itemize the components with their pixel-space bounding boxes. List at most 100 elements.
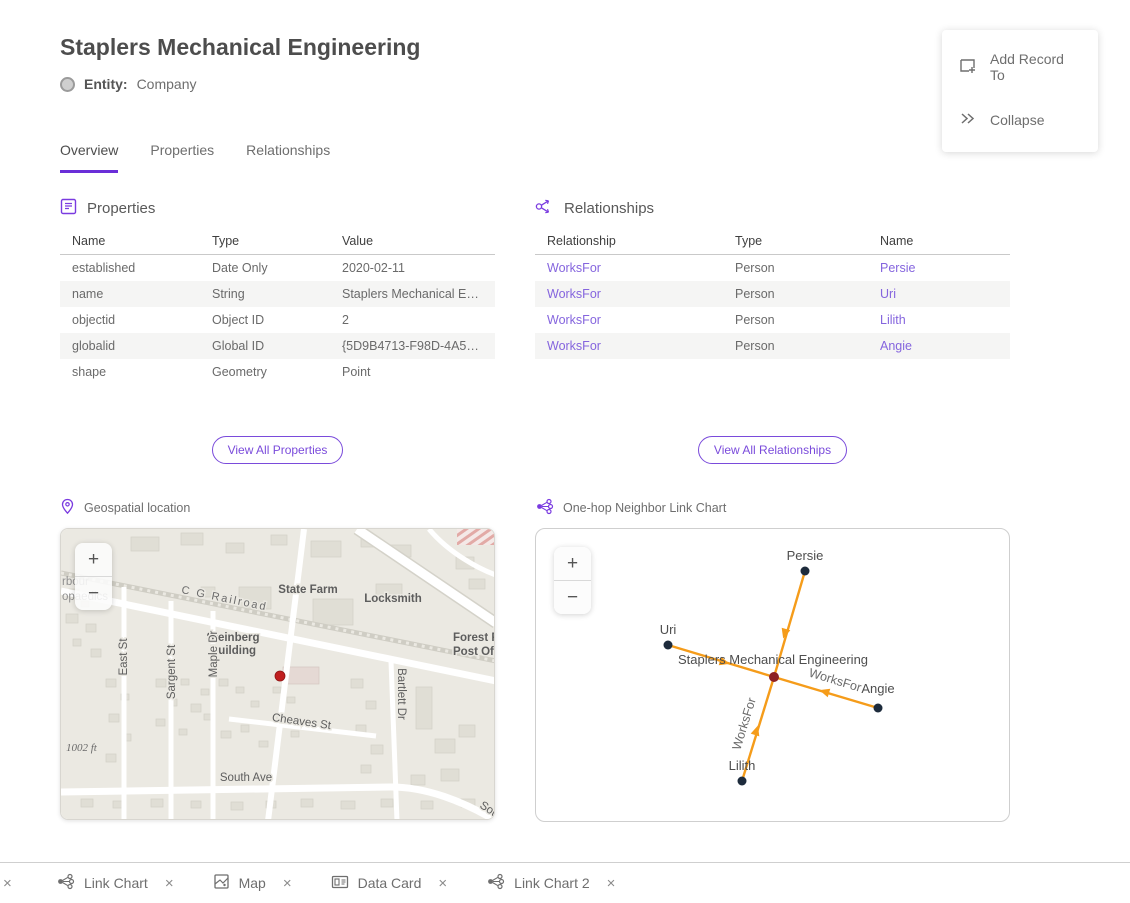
link-chart-tab-icon bbox=[486, 873, 505, 893]
relationship-link[interactable]: WorksFor bbox=[535, 261, 723, 275]
bottom-tab-map[interactable]: Map × bbox=[213, 873, 292, 893]
node-persie[interactable] bbox=[801, 567, 810, 576]
bottom-tab-link-chart[interactable]: Link Chart × bbox=[56, 873, 174, 893]
data-card-page: Staplers Mechanical Engineering Entity: … bbox=[0, 0, 1130, 903]
column-header: Value bbox=[330, 234, 495, 248]
bottom-tab-data-card[interactable]: Data Card × bbox=[331, 874, 448, 893]
related-entity-link[interactable]: Lilith bbox=[868, 313, 1010, 327]
double-chevron-right-icon bbox=[958, 109, 977, 131]
svg-text:Staplers Mechanical Engineerin: Staplers Mechanical Engineering bbox=[678, 652, 868, 667]
prop-name: name bbox=[60, 287, 200, 301]
prop-type: String bbox=[200, 287, 330, 301]
properties-table: Name Type Value established Date Only 20… bbox=[60, 228, 495, 385]
svg-text:Forest Par: Forest Par bbox=[453, 632, 495, 644]
tab-relationships[interactable]: Relationships bbox=[246, 142, 330, 173]
map-zoom-in-button[interactable]: + bbox=[75, 543, 112, 576]
relationships-section-header: Relationships bbox=[535, 198, 654, 219]
column-header: Type bbox=[723, 234, 868, 248]
related-entity-link[interactable]: Persie bbox=[868, 261, 1010, 275]
relationship-link[interactable]: WorksFor bbox=[535, 287, 723, 301]
basemap: C G Railroad State Farm Locksmith Steinb… bbox=[61, 529, 495, 820]
link-chart-section-header: One-hop Neighbor Link Chart bbox=[535, 498, 726, 518]
close-icon[interactable]: × bbox=[283, 875, 292, 892]
table-row: objectid Object ID 2 bbox=[60, 307, 495, 333]
bottom-tab-label: Link Chart 2 bbox=[514, 875, 589, 891]
prop-value: {5D9B4713-F98D-4A53-... bbox=[330, 339, 495, 353]
prop-type: Date Only bbox=[200, 261, 330, 275]
location-marker[interactable] bbox=[275, 671, 285, 681]
chart-zoom-out-button[interactable]: − bbox=[554, 581, 591, 614]
rel-type: Person bbox=[723, 313, 868, 327]
menu-item-add-record-to[interactable]: Add Record To bbox=[942, 38, 1098, 96]
svg-text:South Ave: South Ave bbox=[220, 772, 272, 784]
related-entity-link[interactable]: Angie bbox=[868, 339, 1010, 353]
properties-icon bbox=[60, 198, 77, 219]
svg-text:Persie: Persie bbox=[787, 548, 824, 563]
svg-text:Bartlett Dr: Bartlett Dr bbox=[395, 668, 407, 720]
map-tab-icon bbox=[213, 873, 230, 893]
bottom-tab-label: Link Chart bbox=[84, 875, 148, 891]
prop-name: shape bbox=[60, 365, 200, 379]
tab-properties[interactable]: Properties bbox=[150, 142, 214, 173]
entity-type: Company bbox=[137, 76, 197, 92]
close-icon[interactable]: × bbox=[607, 875, 616, 892]
table-row: established Date Only 2020-02-11 bbox=[60, 255, 495, 281]
svg-text:Maple Dr: Maple Dr bbox=[208, 631, 220, 678]
prop-value: 2020-02-11 bbox=[330, 261, 495, 275]
prop-name: established bbox=[60, 261, 200, 275]
context-menu: Add Record To Collapse bbox=[942, 30, 1098, 152]
edge-labels: WorksFor WorksFor bbox=[730, 666, 863, 752]
column-header: Type bbox=[200, 234, 330, 248]
prop-value: Staplers Mechanical Eng... bbox=[330, 287, 495, 301]
node-uri[interactable] bbox=[664, 641, 673, 650]
add-record-icon bbox=[958, 56, 977, 78]
view-all-relationships-button[interactable]: View All Relationships bbox=[698, 436, 847, 464]
link-chart-section-title: One-hop Neighbor Link Chart bbox=[563, 501, 726, 515]
prop-type: Geometry bbox=[200, 365, 330, 379]
svg-text:Post Offic: Post Offic bbox=[453, 646, 495, 658]
node-center[interactable] bbox=[769, 672, 779, 682]
rel-type: Person bbox=[723, 339, 868, 353]
node-lilith[interactable] bbox=[738, 777, 747, 786]
view-all-properties-button[interactable]: View All Properties bbox=[212, 436, 344, 464]
relationship-link[interactable]: WorksFor bbox=[535, 339, 723, 353]
edge-arrowheads bbox=[719, 628, 831, 737]
relationships-table-header: Relationship Type Name bbox=[535, 228, 1010, 255]
tab-close-partial[interactable]: × bbox=[3, 875, 17, 892]
chart-zoom-in-button[interactable]: + bbox=[554, 547, 591, 580]
svg-text:Locksmith: Locksmith bbox=[364, 593, 422, 605]
prop-value: Point bbox=[330, 365, 495, 379]
link-chart-canvas[interactable]: WorksFor WorksFor Persie Uri Angie Lilit… bbox=[535, 528, 1010, 822]
bottom-tab-link-chart-2[interactable]: Link Chart 2 × bbox=[486, 873, 615, 893]
column-header: Name bbox=[60, 234, 200, 248]
prop-name: objectid bbox=[60, 313, 200, 327]
close-icon[interactable]: × bbox=[438, 875, 447, 892]
tab-strip: Overview Properties Relationships bbox=[60, 142, 330, 173]
link-chart-tab-icon bbox=[56, 873, 75, 893]
svg-text:Lilith: Lilith bbox=[729, 758, 756, 773]
page-title: Staplers Mechanical Engineering bbox=[60, 34, 420, 61]
data-card-tab-icon bbox=[331, 874, 349, 893]
table-row: WorksFor Person Persie bbox=[535, 255, 1010, 281]
properties-table-header: Name Type Value bbox=[60, 228, 495, 255]
prop-type: Object ID bbox=[200, 313, 330, 327]
close-icon[interactable]: × bbox=[165, 875, 174, 892]
relationships-table: Relationship Type Name WorksFor Person P… bbox=[535, 228, 1010, 359]
related-entity-link[interactable]: Uri bbox=[868, 287, 1010, 301]
bottom-tab-label: Map bbox=[239, 875, 266, 891]
map-canvas[interactable]: C G Railroad State Farm Locksmith Steinb… bbox=[60, 528, 495, 820]
menu-item-collapse[interactable]: Collapse bbox=[942, 96, 1098, 144]
properties-section-header: Properties bbox=[60, 198, 155, 219]
svg-text:State Farm: State Farm bbox=[278, 584, 337, 596]
node-angie[interactable] bbox=[874, 704, 883, 713]
map-zoom-out-button[interactable]: − bbox=[75, 577, 112, 610]
link-chart-icon bbox=[535, 498, 554, 518]
rel-type: Person bbox=[723, 287, 868, 301]
map-pin-icon bbox=[60, 498, 75, 518]
menu-item-label: Add Record To bbox=[990, 51, 1082, 83]
table-row: name String Staplers Mechanical Eng... bbox=[60, 281, 495, 307]
svg-text:East St: East St bbox=[118, 638, 130, 676]
table-row: shape Geometry Point bbox=[60, 359, 495, 385]
relationship-link[interactable]: WorksFor bbox=[535, 313, 723, 327]
tab-overview[interactable]: Overview bbox=[60, 142, 118, 173]
